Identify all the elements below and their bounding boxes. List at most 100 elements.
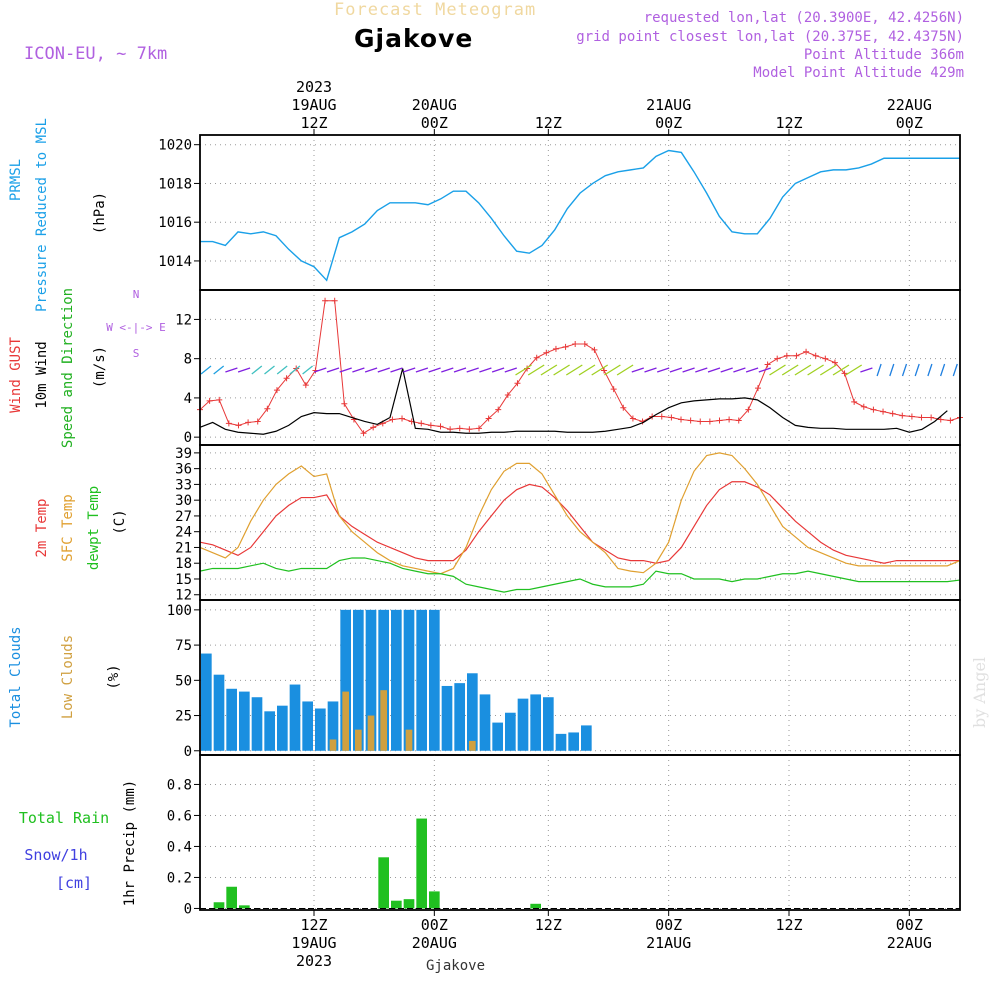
top-time-label-5-0: 22AUG: [887, 96, 932, 114]
wind-direction-arrow: [339, 367, 352, 373]
bottom-time-label-3-0: 00Z: [655, 916, 682, 934]
gust-point: [543, 349, 550, 356]
total-cloud-bar: [251, 697, 263, 751]
gust-point: [427, 422, 434, 429]
gust-point: [716, 417, 723, 424]
total-cloud-bar: [378, 609, 389, 751]
temp-line-2: [199, 557, 961, 593]
wind-direction-arrow: [491, 367, 505, 373]
total-cloud-bar: [467, 673, 478, 751]
panel-clouds: 0 25 50 75 100: [167, 599, 961, 760]
gust-point: [610, 386, 617, 393]
ytick-temperature-4: 24: [175, 525, 192, 541]
precip-label-rain: Total Rain: [19, 809, 109, 827]
wind-direction-arrow: [656, 367, 670, 373]
gust-point: [918, 414, 925, 421]
gust-point: [928, 414, 935, 421]
total-cloud-bar: [403, 609, 415, 751]
wind-direction-arrow: [939, 363, 946, 377]
gust-point: [302, 382, 309, 389]
gust-point: [793, 352, 800, 359]
gust-point: [418, 420, 425, 427]
ytick-precipitation-0: 0: [184, 901, 192, 917]
gust-point: [581, 340, 588, 347]
wind-direction-arrow: [479, 367, 492, 373]
gust-point: [283, 375, 290, 382]
gridpoint-coords: grid point closest lon,lat (20.375E, 42.…: [576, 29, 964, 45]
temp-label-dewpt: dewpt Temp: [86, 486, 102, 570]
wind-label-10m: 10m Wind: [34, 341, 50, 408]
temp-line-0: [199, 481, 960, 564]
gust-point: [235, 422, 242, 429]
gust-point: [475, 425, 482, 432]
low-cloud-bar: [355, 729, 362, 751]
ytick-temperature-6: 30: [175, 493, 192, 509]
gust-point: [331, 297, 338, 304]
bottom-time-label-5-1: 22AUG: [887, 934, 932, 952]
temp-label-2m: 2m Temp: [34, 498, 50, 557]
panel-precipitation: 0 0.2 0.4 0.6 0.8: [167, 754, 961, 917]
total-cloud-bar: [226, 688, 237, 751]
gust-point: [899, 412, 906, 419]
wind-direction-arrow: [832, 364, 850, 376]
gust-point: [658, 413, 665, 420]
gust-point: [668, 414, 675, 421]
wind-direction-arrow: [604, 364, 621, 376]
gust-point: [341, 400, 348, 407]
ytick-wind-1: 4: [184, 391, 192, 407]
gust-point: [591, 346, 598, 353]
wind-direction-arrow: [845, 364, 863, 376]
total-cloud-bar: [479, 694, 491, 751]
ytick-temperature-7: 33: [175, 477, 192, 493]
bottom-time-label-0-1: 19AUG: [291, 934, 336, 952]
wind-direction-arrow: [515, 364, 532, 376]
wind-direction-arrow: [251, 365, 263, 375]
pressure-line: [200, 149, 960, 282]
gust-point: [245, 419, 252, 426]
ytick-temperature-1: 15: [175, 572, 192, 588]
total-cloud-bar: [492, 722, 503, 751]
ytick-wind-2: 8: [184, 352, 192, 368]
precip-label-snow: Snow/1h: [24, 846, 87, 864]
wind-direction-arrow: [504, 367, 518, 373]
cloud-label-low: Low Clouds: [60, 635, 76, 719]
total-cloud-bar: [340, 609, 351, 751]
gust-point: [783, 352, 790, 359]
wind-direction-arrow: [225, 367, 238, 373]
low-cloud-bar: [405, 729, 413, 751]
pressure-label-msl: Pressure Reduced to MSL: [34, 118, 50, 312]
low-cloud-bar: [367, 715, 375, 751]
wind-direction-arrow: [720, 367, 733, 373]
gust-point: [812, 352, 819, 359]
wind-direction-arrow: [860, 367, 873, 373]
cloud-label-total: Total Clouds: [8, 626, 24, 727]
wind-direction-arrow: [578, 364, 596, 376]
top-time-label-3-0: 21AUG: [646, 96, 691, 114]
wind-direction-arrow: [540, 364, 558, 376]
top-time-label-1-1: 00Z: [421, 114, 448, 132]
rain-bar: [416, 818, 427, 909]
panel-frame-precipitation: [199, 754, 961, 911]
gust-point: [273, 387, 280, 394]
gust-point: [754, 385, 761, 392]
top-time-label-4-0: 12Z: [775, 114, 802, 132]
gust-point: [254, 418, 261, 425]
wind-direction-arrow: [758, 367, 772, 373]
total-cloud-bar: [517, 698, 529, 751]
wind-direction-arrow: [200, 365, 212, 375]
precip-label-unit: 1hr Precip (mm): [122, 780, 138, 906]
pressure-label-unit: (hPa): [92, 192, 108, 234]
bottom-time-label-0-0: 12Z: [300, 916, 327, 934]
wind-direction-arrow: [402, 367, 416, 373]
total-cloud-bar: [429, 609, 440, 751]
wind-direction-arrow: [952, 363, 958, 377]
gust-point: [908, 413, 915, 420]
cloud-label-unit: (%): [106, 664, 122, 689]
total-cloud-bar: [505, 712, 516, 751]
compass-north: N: [133, 288, 140, 301]
total-cloud-bar: [213, 674, 225, 751]
wind-direction-arrow: [314, 367, 327, 373]
wind-direction-arrow: [553, 364, 570, 376]
gust-point: [350, 416, 357, 423]
